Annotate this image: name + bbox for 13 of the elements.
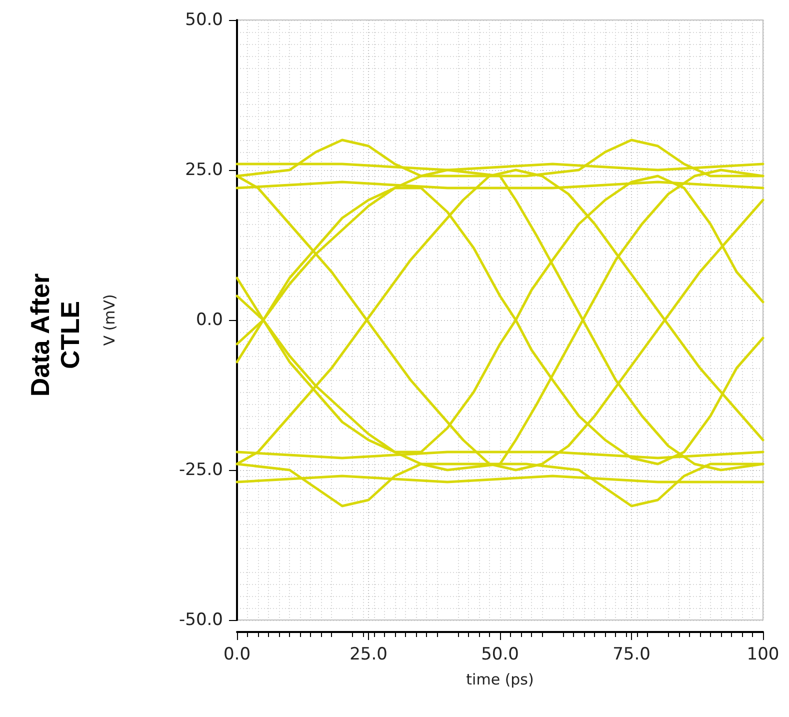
y-tick-label: -50.0 (179, 610, 223, 630)
x-tick-label: 0.0 (223, 644, 251, 664)
y-tick-label: -25.0 (179, 460, 223, 480)
x-tick-label: 100 (746, 644, 780, 664)
y-tick-label: 0.0 (196, 310, 223, 330)
text: Data After CTLE (25, 272, 85, 399)
x-tick-label: 50.0 (481, 644, 519, 664)
x-tick-label: 25.0 (350, 644, 388, 664)
y-tick-label: 25.0 (185, 160, 223, 180)
y-axis-title: V (mV) (100, 294, 118, 346)
x-axis-title: time (ps) (466, 670, 534, 688)
y-tick-label: 50.0 (185, 10, 223, 30)
x-tick-label: 75.0 (612, 644, 650, 664)
